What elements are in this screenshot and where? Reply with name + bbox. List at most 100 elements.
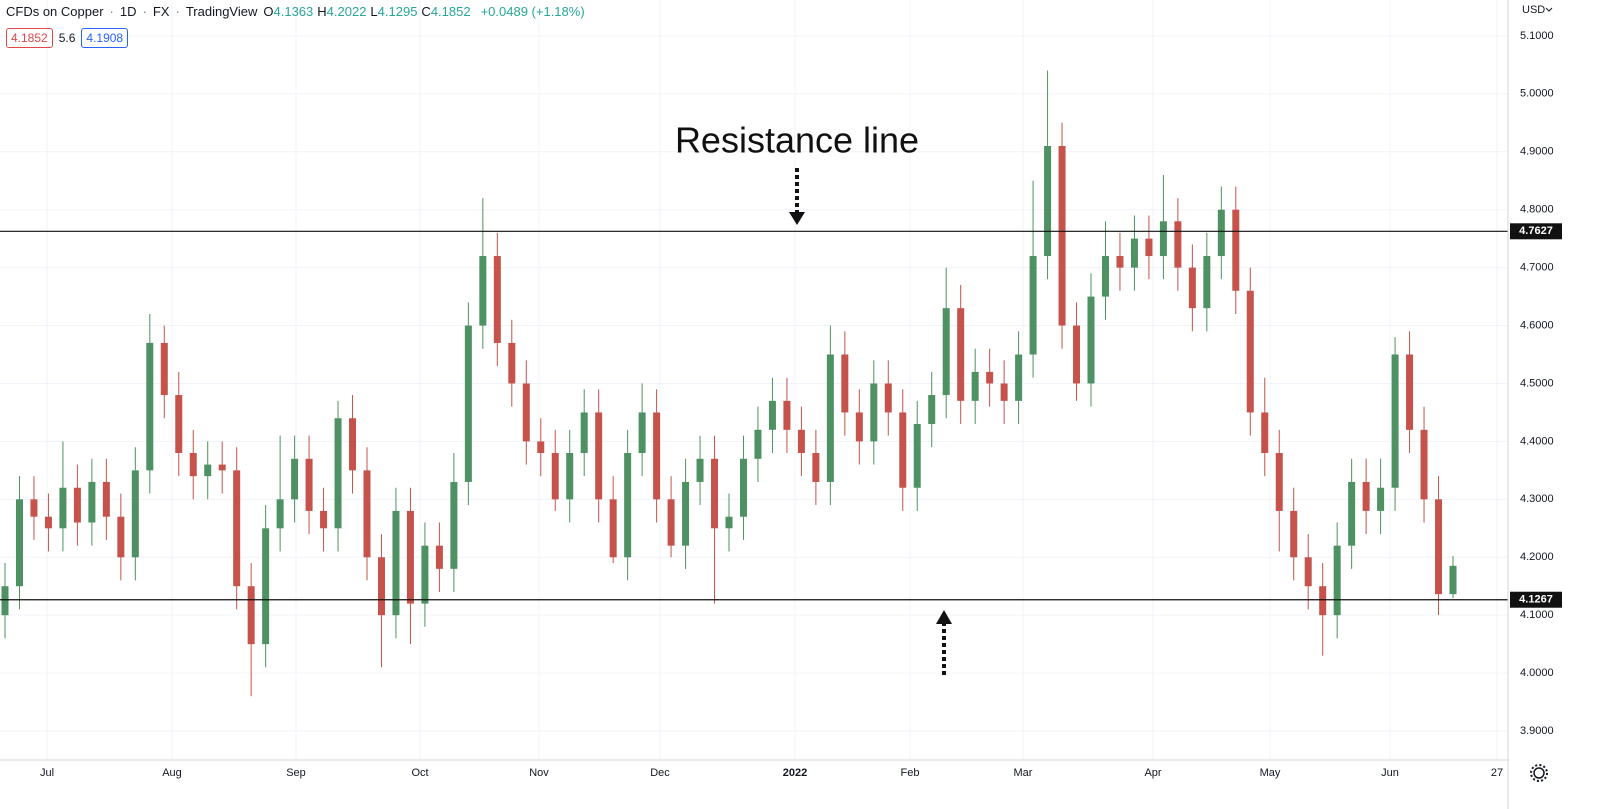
candle-body [349, 418, 357, 471]
y-tick-label: 4.3000 [1520, 493, 1554, 505]
settings-icon[interactable] [1530, 764, 1548, 782]
x-tick-label: 27 [1491, 767, 1503, 779]
candle-body [1073, 325, 1081, 384]
candle-body [783, 400, 791, 430]
candle-body [320, 510, 328, 529]
ohlc-label: C [421, 4, 431, 19]
candle-body [218, 464, 226, 471]
candle-body [957, 308, 965, 401]
candle-body [102, 481, 110, 517]
y-tick-label: 5.1000 [1520, 30, 1554, 42]
y-tick-label: 4.5000 [1520, 377, 1554, 389]
candle-body [1290, 510, 1298, 558]
candle-body [1304, 557, 1312, 587]
bid[interactable]: 4.1852 [6, 28, 53, 48]
candle-body [696, 458, 704, 482]
candle-body [1, 586, 9, 616]
candle-body [566, 452, 574, 500]
candle-body [1246, 290, 1254, 413]
annotation: Resistance line [675, 120, 919, 161]
ohlc-value: 4.1363 [273, 4, 314, 19]
candle-body [812, 452, 820, 482]
candle-body [392, 510, 400, 616]
ohlc-label: O [263, 4, 274, 19]
candle-body [1000, 383, 1008, 401]
candle-body [1029, 256, 1037, 355]
candle-body [146, 342, 154, 471]
price-tag [1510, 223, 1562, 240]
y-tick-label: 5.0000 [1520, 88, 1554, 100]
candle-body [1261, 412, 1269, 453]
candle-body [247, 586, 255, 645]
price-tag-label: 4.1267 [1519, 594, 1553, 606]
x-tick-label: 2022 [783, 767, 807, 779]
candle-body [1449, 565, 1457, 595]
ohlc-value: 4.2022 [326, 4, 367, 19]
candle-body [131, 470, 139, 558]
candle-body [711, 458, 719, 529]
candle-body [899, 412, 907, 488]
candle-body [15, 499, 23, 587]
candle-body [1420, 429, 1428, 500]
candle-body [667, 499, 675, 546]
ohlc-value: 4.1295 [377, 4, 418, 19]
y-tick-label: 3.9000 [1520, 725, 1554, 737]
candle-body [928, 395, 936, 425]
exchange: FX [152, 4, 170, 19]
candle-body [1145, 238, 1153, 257]
y-tick-label: 4.0000 [1520, 667, 1554, 679]
x-tick-label: Sep [286, 767, 306, 779]
candle-body [1058, 145, 1066, 326]
candle-body [739, 458, 747, 517]
candle-body [1275, 452, 1283, 511]
levels [0, 230, 1508, 601]
ask[interactable]: 4.1908 [81, 28, 129, 48]
candle-body [88, 481, 96, 523]
y-tick-label: 4.1000 [1520, 609, 1554, 621]
candle-body [884, 383, 892, 413]
candle-body [44, 516, 52, 529]
change: +0.0489 (+1.18%) [480, 4, 585, 19]
candle-body [189, 452, 197, 477]
candle-body [580, 412, 588, 453]
candle-body [160, 342, 168, 396]
candle-body [754, 429, 762, 459]
candle-body [913, 424, 921, 488]
candle-body [1377, 487, 1385, 511]
x-tick-label: Oct [411, 767, 428, 779]
candle-body [942, 308, 950, 396]
candle-body [1044, 145, 1052, 257]
currency-caret[interactable] [1545, 7, 1553, 12]
candle-body [653, 412, 661, 500]
candle-body [1203, 256, 1211, 309]
candle-body [175, 395, 183, 453]
source: TradingView [185, 4, 258, 19]
candle-body [117, 516, 125, 558]
candle-body [291, 458, 299, 500]
x-tick-label: Dec [650, 767, 670, 779]
candle-body [1159, 221, 1167, 257]
arrow-head [789, 212, 805, 225]
spread: 5.6 [58, 31, 76, 45]
candle-body [1217, 209, 1225, 257]
y-tick-label: 4.8000 [1520, 204, 1554, 216]
x-tick-label: Nov [529, 767, 549, 779]
candle-body [493, 256, 501, 343]
candle-body [1348, 481, 1356, 546]
candle-body [797, 429, 805, 453]
x-tick-label: Jun [1381, 767, 1399, 779]
candle-body [522, 383, 530, 442]
candle-body [551, 452, 559, 500]
candle-body [595, 412, 603, 500]
candle-body [464, 325, 472, 482]
candle-body [421, 545, 429, 604]
candle-body [59, 487, 67, 529]
legend: CFDs on Copper · 1D · FX · TradingView O4.1… [6, 4, 585, 19]
y-tick-label: 4.7000 [1520, 262, 1554, 274]
price-tag-label: 4.7627 [1519, 225, 1553, 237]
candle-body [1116, 256, 1124, 268]
currency: USD [1522, 4, 1545, 16]
candle-body [1319, 586, 1327, 616]
x-tick-label: Apr [1144, 767, 1161, 779]
